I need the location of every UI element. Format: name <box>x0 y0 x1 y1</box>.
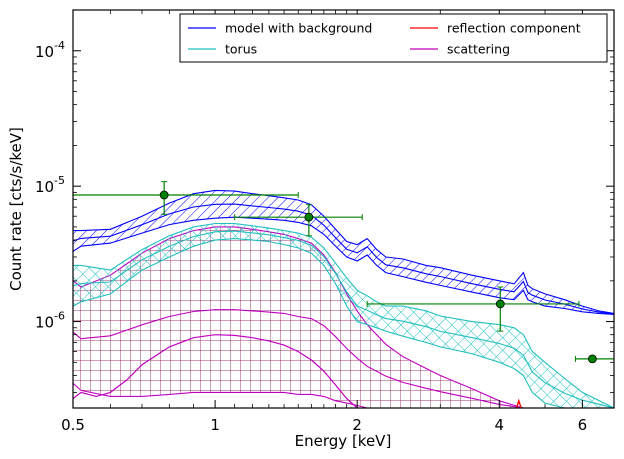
legend-box <box>179 13 608 63</box>
legend-item-reflection-component: reflection component <box>410 21 581 36</box>
band-lower-scattering <box>73 382 524 408</box>
legend-label: model with background <box>225 21 372 36</box>
plot-frame <box>72 9 615 409</box>
data-point-marker <box>159 190 169 200</box>
legend: model with background reflection componen… <box>179 13 608 63</box>
y-axis-label: Count rate [cts/s/keV] <box>7 127 25 291</box>
band-upper-torus <box>73 222 614 408</box>
y-tick-label: 10-6 <box>35 310 65 332</box>
data-point-3 <box>366 286 580 332</box>
x-axis-label: Energy [keV] <box>295 432 392 450</box>
x-tick-label: 2 <box>352 416 362 434</box>
data-point-marker <box>495 299 505 309</box>
x-tick-label: 1 <box>210 416 220 434</box>
series-line-scattering-component <box>73 334 358 408</box>
data-point-marker <box>588 354 597 364</box>
data-point-4 <box>574 354 614 364</box>
legend-label: reflection component <box>447 21 581 36</box>
series-line-scattering <box>73 309 524 408</box>
x-tick-label: 4 <box>495 416 505 434</box>
series-line-torus <box>73 230 614 408</box>
y-tick-label: 10-5 <box>35 174 65 196</box>
data-point-1 <box>73 181 299 215</box>
legend-item-model-with-background: model with background <box>188 21 372 36</box>
y-tick-label: 10-4 <box>35 39 65 61</box>
band-model-with-background <box>73 190 614 315</box>
data-point-2 <box>234 204 363 237</box>
legend-label: scattering <box>447 42 510 57</box>
band-lower-torus <box>73 238 614 408</box>
data-points-layer <box>73 181 614 364</box>
legend-item-scattering: scattering <box>410 42 510 57</box>
x-tick-label: 6 <box>578 416 588 434</box>
axis-ticks: 0.5 1 2 4 6 10-6 10-5 10-4 <box>35 9 614 434</box>
series-line-reflection-component <box>515 398 522 408</box>
legend-item-torus: torus <box>188 42 257 57</box>
band-scattering <box>73 226 524 408</box>
band-torus <box>73 223 614 408</box>
x-tick-label: 0.5 <box>61 416 85 434</box>
legend-label: torus <box>225 42 257 57</box>
series-line-model-with-background <box>73 203 614 315</box>
band-upper-model-with-background <box>73 189 614 314</box>
band-lower-model-with-background <box>73 216 614 315</box>
plot-area <box>73 189 614 408</box>
data-point-marker <box>304 212 314 222</box>
